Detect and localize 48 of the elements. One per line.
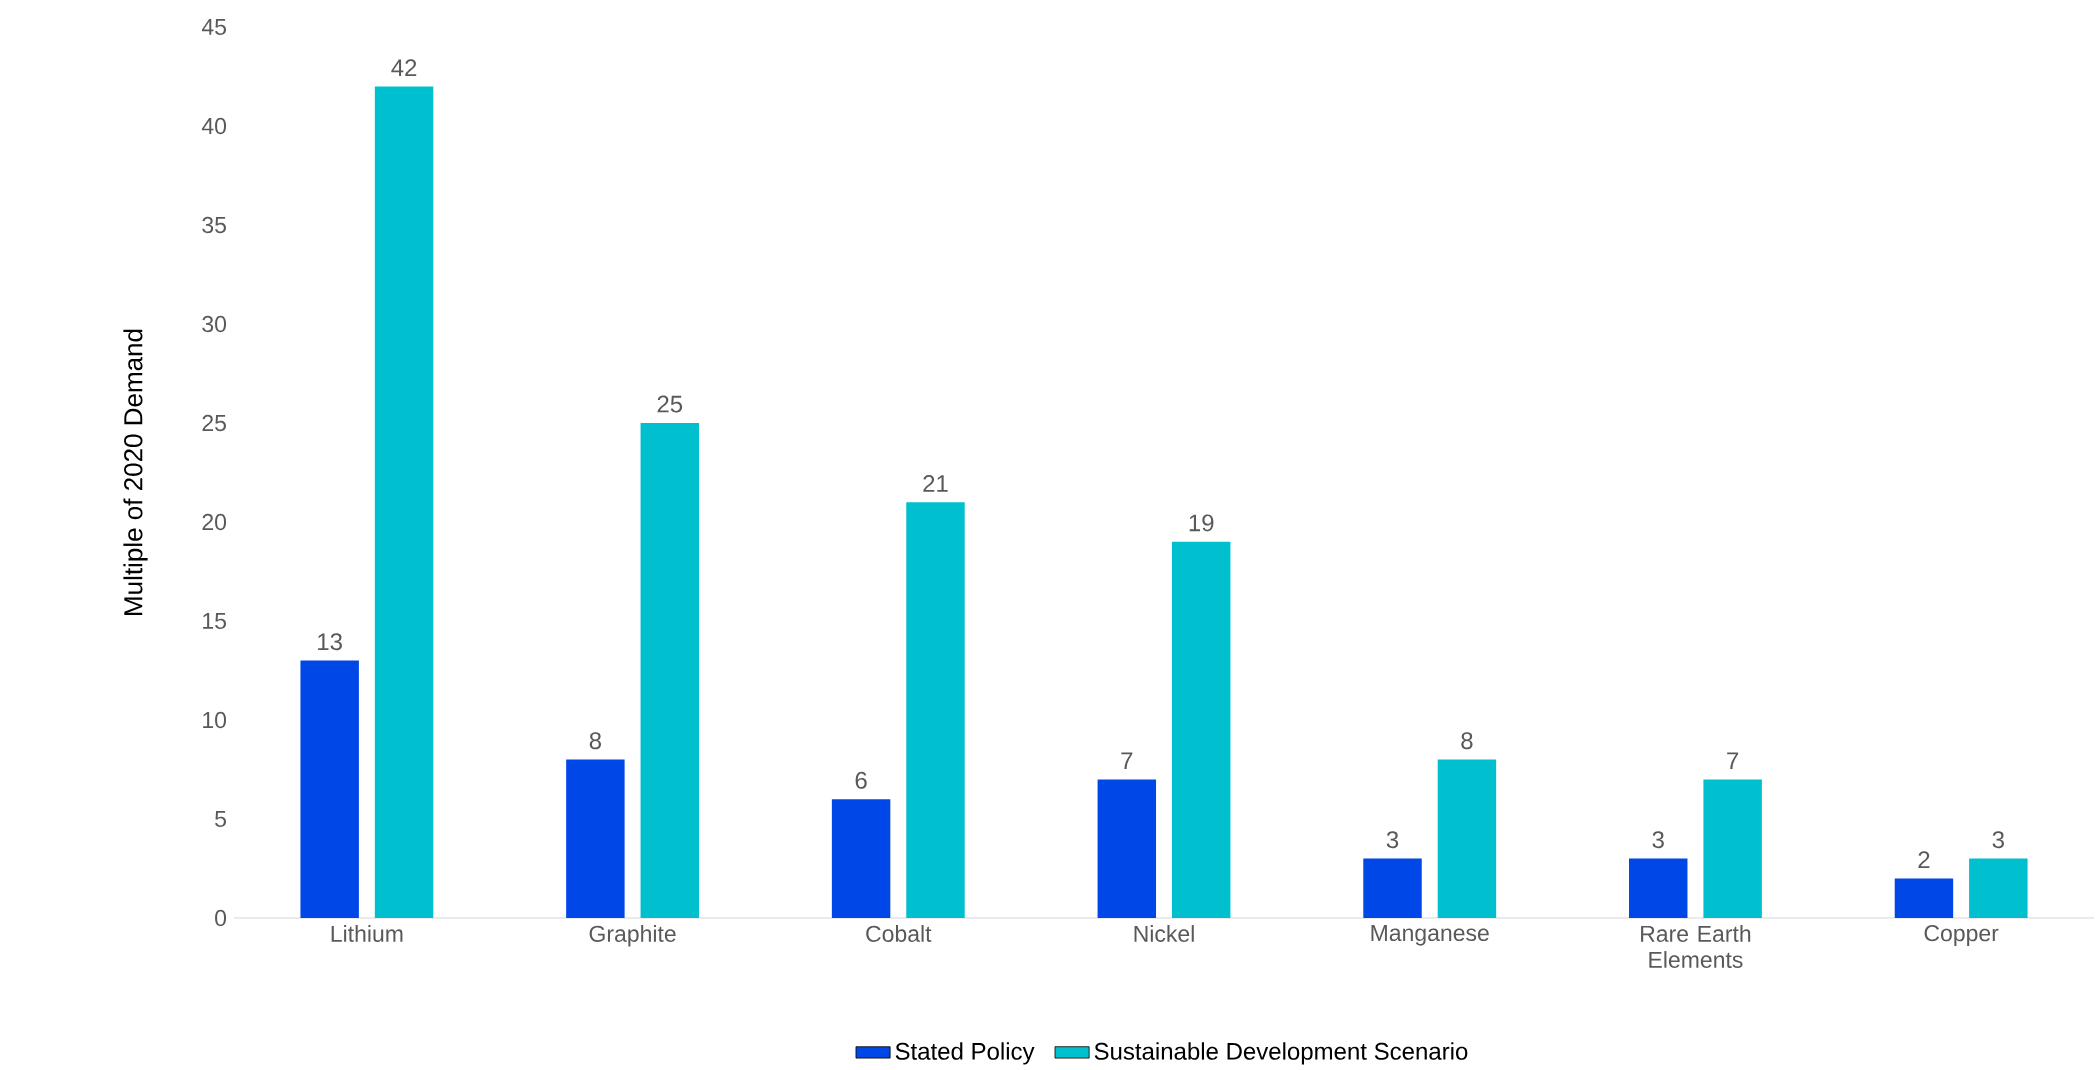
data-label: 3 bbox=[1992, 831, 2004, 849]
legend-label: Sustainable Development Scenario bbox=[1094, 1042, 1468, 1065]
x-tick-label: Copper bbox=[1924, 925, 1999, 946]
y-tick-label: 40 bbox=[201, 117, 227, 135]
data-label: 6 bbox=[855, 771, 867, 789]
bar bbox=[1629, 858, 1688, 918]
x-tick-label: Cobalt bbox=[866, 925, 932, 942]
legend-label: Stated Policy bbox=[895, 1042, 1035, 1065]
y-tick-label: 15 bbox=[203, 612, 226, 630]
y-tick-label: 25 bbox=[202, 414, 226, 432]
x-tick-label: Graphite bbox=[589, 925, 676, 947]
bar bbox=[640, 422, 700, 918]
bar bbox=[1437, 759, 1497, 918]
bar bbox=[300, 660, 359, 918]
y-tick-label: 5 bbox=[215, 810, 226, 828]
y-tick-label: 20 bbox=[202, 513, 227, 531]
y-tick-label: 30 bbox=[202, 315, 227, 333]
bar bbox=[906, 502, 965, 918]
data-label: 3 bbox=[1386, 831, 1399, 849]
y-axis-title: Multiple of 2020 Demand bbox=[123, 329, 148, 615]
bar bbox=[374, 86, 434, 918]
x-tick-label: Rare Earth Elements bbox=[1641, 925, 1751, 968]
bar bbox=[831, 799, 891, 918]
data-label: 2 bbox=[1918, 851, 1930, 868]
bar bbox=[1703, 779, 1762, 918]
bar bbox=[1894, 878, 1954, 918]
bar bbox=[1969, 858, 2028, 918]
bar bbox=[1171, 541, 1231, 918]
y-tick-label: 35 bbox=[202, 216, 226, 234]
data-label: 21 bbox=[923, 475, 948, 492]
bar bbox=[1097, 779, 1157, 918]
bar bbox=[566, 759, 625, 918]
data-label: 7 bbox=[1727, 752, 1739, 769]
y-tick-label: 0 bbox=[215, 909, 227, 927]
data-label: 42 bbox=[391, 59, 417, 76]
data-label: 25 bbox=[657, 395, 683, 413]
y-tick-label: 45 bbox=[201, 18, 226, 36]
data-label: 7 bbox=[1121, 752, 1133, 769]
data-label: 3 bbox=[1652, 831, 1664, 849]
data-label: 8 bbox=[1461, 732, 1473, 750]
data-label: 19 bbox=[1189, 514, 1214, 532]
x-tick-label: Nickel bbox=[1134, 925, 1194, 942]
data-label: 13 bbox=[318, 633, 342, 651]
data-label: 8 bbox=[589, 732, 602, 750]
x-tick-label: Manganese bbox=[1371, 925, 1489, 946]
bar bbox=[1363, 858, 1422, 918]
y-tick-label: 10 bbox=[203, 711, 227, 729]
x-tick-label: Lithium bbox=[331, 925, 403, 942]
